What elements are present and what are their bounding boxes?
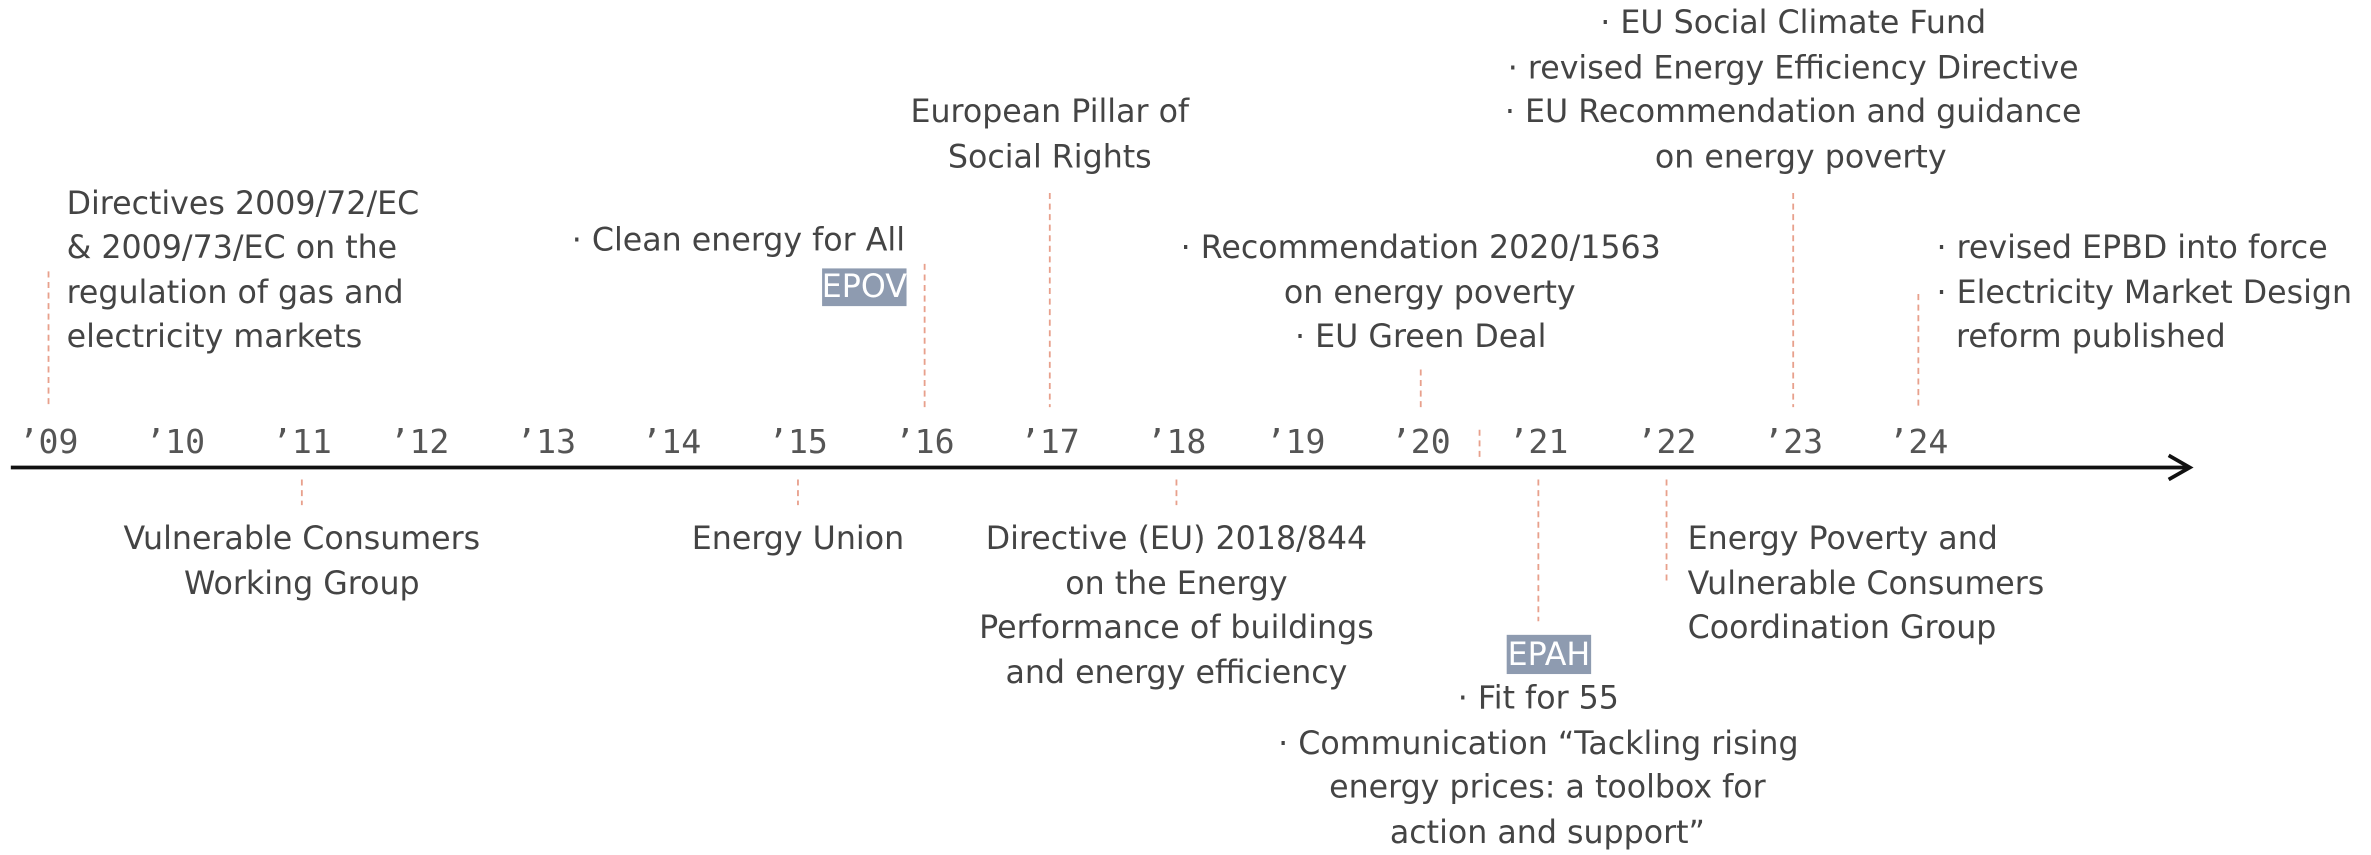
badge-text: EPOV	[822, 269, 907, 305]
event-text: · revised Energy Efficiency Directive	[1508, 50, 2079, 86]
year-label: ’15	[768, 422, 828, 461]
year-label: ’19	[1266, 422, 1326, 461]
event-text: electricity markets	[67, 319, 363, 355]
year-label: ’20	[1391, 422, 1451, 461]
year-label: ’18	[1147, 422, 1207, 461]
year-label: ’12	[390, 422, 450, 461]
year-label: ’22	[1637, 422, 1697, 461]
event-text: Social Rights	[948, 139, 1152, 175]
event-text: Vulnerable Consumers	[1688, 566, 2045, 602]
event-text: Vulnerable Consumers	[124, 521, 481, 557]
arrow-head	[2167, 453, 2194, 482]
event-text: and energy efficiency	[1005, 655, 1347, 691]
badge	[822, 268, 907, 307]
year-label: ’09	[19, 422, 79, 461]
event-text: on energy poverty	[1284, 275, 1576, 311]
event-text: Working Group	[184, 566, 420, 602]
event-text: Energy Poverty and	[1688, 521, 1998, 557]
year-label: ’17	[1020, 422, 1080, 461]
event-text: · Recommendation 2020/1563	[1181, 230, 1661, 266]
year-label: ’10	[145, 422, 205, 461]
event-text: Coordination Group	[1688, 610, 1997, 646]
year-label: ’14	[641, 422, 701, 461]
event-text: European Pillar of	[910, 94, 1189, 130]
year-label: ’13	[516, 422, 576, 461]
year-label: ’16	[895, 422, 955, 461]
event-text: Directive (EU) 2018/844	[986, 521, 1367, 557]
year-label: ’24	[1888, 422, 1948, 461]
year-label: ’11	[272, 422, 332, 461]
year-label: ’21	[1508, 422, 1568, 461]
event-text: energy prices: a toolbox for	[1329, 770, 1767, 806]
event-text: reform published	[1956, 319, 2226, 355]
event-text: action and support”	[1390, 815, 1705, 851]
event-text: & 2009/73/EC on the	[67, 230, 398, 266]
event-text: · Electricity Market Design	[1936, 275, 2352, 311]
event-text: regulation of gas and	[67, 275, 404, 311]
event-text: · EU Recommendation and guidance	[1505, 94, 2082, 130]
event-text: Performance of buildings	[979, 610, 1374, 646]
event-text: · revised EPBD into force	[1936, 230, 2327, 266]
event-text: · EU Social Climate Fund	[1600, 5, 1986, 41]
event-text: · Clean energy for All	[572, 222, 905, 258]
event-text: · Communication “Tackling rising	[1278, 726, 1798, 762]
event-text: on energy poverty	[1655, 139, 1947, 175]
badge-text: EPAH	[1508, 637, 1591, 673]
event-text: on the Energy	[1065, 566, 1287, 602]
years: ’09 ’10 ’11 ’12 ’13 ’14 ’15 ’16 ’17 ’18 ’19 ’20 ’21 ’…	[19, 422, 1949, 461]
year-label: ’23	[1763, 422, 1823, 461]
event-text: Energy Union	[692, 521, 904, 557]
event-text: Directives 2009/72/EC	[67, 186, 420, 222]
event-text: · EU Green Deal	[1295, 319, 1546, 355]
event-text: · Fit for 55	[1458, 681, 1619, 717]
badge	[1506, 634, 1592, 675]
